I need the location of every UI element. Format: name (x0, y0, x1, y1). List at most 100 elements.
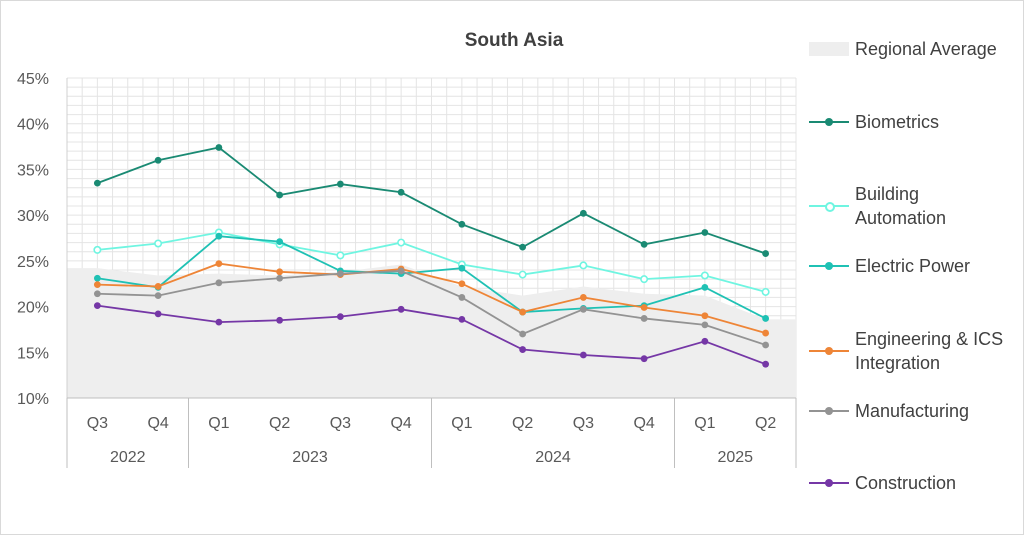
y-tick-label: 35% (17, 162, 49, 179)
legend-marker-icon (809, 259, 849, 273)
data-point-electric-power (458, 264, 466, 272)
data-point-biometrics (519, 243, 527, 251)
legend-label: Building Automation (855, 184, 947, 228)
y-tick-label: 10% (17, 391, 49, 408)
data-point-biometrics (579, 209, 587, 217)
data-point-construction (579, 351, 587, 359)
legend-marker-icon (809, 115, 849, 129)
series-lines (93, 144, 770, 368)
legend-item-building-automation: Building Automation (809, 182, 975, 230)
data-point-engineering-ics-integration (519, 308, 527, 316)
x-tick-label: Q1 (208, 415, 229, 432)
legend-swatch-area-icon (809, 42, 849, 56)
legend-marker-icon (809, 476, 849, 490)
x-tick-label: Q4 (147, 415, 168, 432)
legend-item-electric-power: Electric Power (809, 254, 970, 278)
data-point-manufacturing (762, 341, 770, 349)
data-point-biometrics (640, 241, 648, 248)
data-point-manufacturing (397, 267, 405, 275)
legend-marker-icon (809, 344, 849, 358)
data-point-building-automation (93, 245, 102, 254)
data-point-construction (397, 305, 405, 313)
data-point-building-automation (154, 239, 163, 248)
data-point-biometrics (458, 220, 466, 228)
data-point-engineering-ics-integration (276, 268, 284, 276)
data-point-building-automation (700, 271, 709, 280)
data-point-manufacturing (579, 305, 587, 313)
x-tick-label: Q1 (694, 415, 715, 432)
data-point-construction (519, 346, 527, 353)
x-tick-label: Q1 (451, 415, 472, 432)
legend-label: Regional Average (855, 39, 997, 59)
x-group-label: 2023 (292, 449, 328, 466)
legend-item-regional-average: Regional Average (809, 37, 997, 61)
data-point-manufacturing (458, 294, 466, 301)
data-point-engineering-ics-integration (640, 304, 648, 311)
data-point-building-automation (336, 251, 345, 260)
x-tick-label: Q2 (269, 415, 290, 432)
y-tick-label: 45% (17, 71, 49, 88)
data-point-manufacturing (640, 315, 648, 322)
data-point-engineering-ics-integration (701, 312, 709, 320)
data-point-construction (215, 318, 223, 326)
series-line-manufacturing (97, 270, 766, 346)
chart-title: South Asia (465, 30, 564, 51)
data-point-manufacturing (701, 321, 709, 329)
axes: 10% 15% 20% 25% 30% 35% 40% 45% Q3 Q4 Q1 Q2 Q3 Q4 Q1 Q2… (17, 71, 797, 468)
data-point-manufacturing (93, 290, 101, 298)
data-point-electric-power (762, 315, 770, 322)
data-point-manufacturing (215, 279, 223, 287)
data-point-engineering-ics-integration (762, 329, 770, 337)
y-tick-label: 30% (17, 208, 49, 225)
legend-item-engineering-ics: Engineering & ICS Integration (809, 327, 1020, 375)
legend-label: Electric Power (855, 256, 971, 276)
legend-item-biometrics: Biometrics (809, 110, 939, 134)
data-point-biometrics (336, 180, 344, 188)
data-point-engineering-ics-integration (458, 280, 466, 288)
data-point-building-automation (640, 275, 649, 284)
legend-marker-icon (809, 199, 849, 213)
data-point-biometrics (397, 188, 405, 196)
data-point-construction (762, 360, 770, 368)
data-point-engineering-ics-integration (154, 283, 162, 290)
y-tick-label: 40% (17, 117, 49, 134)
x-group-label: 2022 (110, 449, 146, 466)
data-point-construction (336, 313, 344, 321)
y-tick-label: 15% (17, 345, 49, 362)
x-tick-label: Q4 (390, 415, 411, 432)
data-point-biometrics (762, 250, 770, 257)
data-point-building-automation (579, 261, 588, 270)
data-point-electric-power (215, 232, 223, 240)
legend-item-manufacturing: Manufacturing (809, 399, 969, 423)
x-tick-label: Q4 (633, 415, 654, 432)
y-tick-label: 20% (17, 300, 49, 317)
data-point-electric-power (701, 283, 709, 291)
series-line-electric-power (97, 235, 767, 320)
data-point-building-automation (518, 270, 527, 279)
data-point-manufacturing (336, 270, 344, 278)
data-point-biometrics (154, 156, 162, 164)
legend-marker-icon (809, 404, 849, 418)
data-point-manufacturing (519, 330, 527, 338)
x-tick-label: Q2 (755, 415, 776, 432)
legend-label: Manufacturing (855, 401, 970, 421)
legend-item-construction: Construction (809, 471, 956, 495)
x-tick-label: Q2 (512, 415, 533, 432)
data-point-electric-power (276, 238, 284, 246)
data-point-biometrics (276, 191, 284, 199)
data-point-biometrics (93, 179, 101, 187)
legend: Regional Average Biometrics Building Aut… (809, 1, 1023, 536)
y-tick-label: 25% (17, 254, 49, 271)
data-point-manufacturing (154, 292, 162, 299)
data-point-electric-power (93, 274, 101, 282)
x-tick-label: Q3 (330, 415, 351, 432)
data-point-building-automation (397, 238, 406, 247)
x-group-label: 2024 (535, 449, 571, 466)
series-line-biometrics (97, 146, 766, 255)
series-line-building-automation (97, 231, 766, 293)
data-point-manufacturing (276, 274, 284, 282)
data-point-construction (93, 302, 101, 310)
legend-label: Engineering & ICS Integration (855, 329, 1004, 373)
data-point-building-automation (761, 287, 770, 296)
data-point-construction (276, 316, 284, 324)
